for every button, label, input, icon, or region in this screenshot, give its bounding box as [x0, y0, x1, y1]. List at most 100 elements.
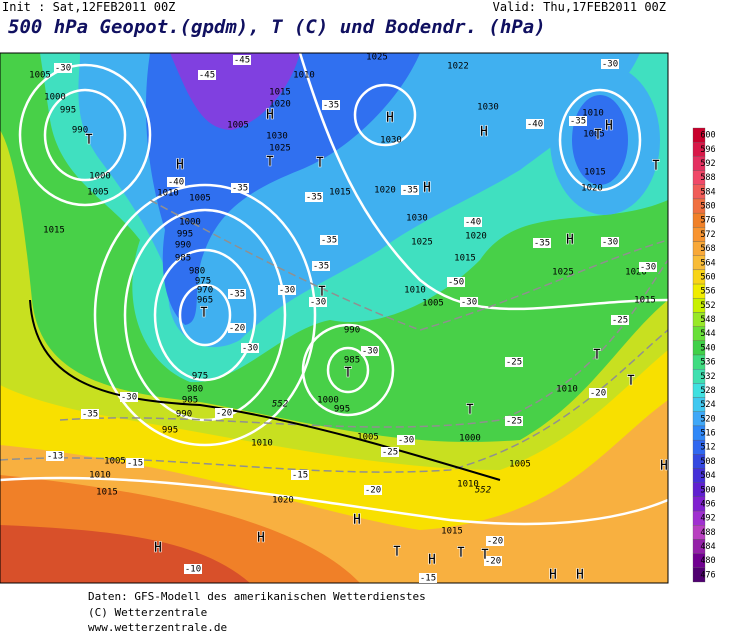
pressure-label: 990	[175, 241, 191, 251]
temperature-label: -30	[640, 263, 656, 273]
pressure-label: 1010	[457, 480, 479, 490]
temperature-box	[215, 408, 233, 418]
pressure-center: T	[200, 305, 208, 321]
temperature-label: -20	[216, 409, 232, 419]
colorbar-label: 568	[700, 244, 715, 254]
pressure-center: T	[318, 284, 326, 300]
temperature-box	[241, 343, 259, 353]
temperature-label: -25	[506, 417, 522, 427]
colorbar-label: 540	[700, 343, 715, 353]
pressure-label: 1005	[29, 71, 51, 81]
colorbar-label: 492	[700, 514, 715, 524]
colorbar-label: 576	[700, 216, 715, 226]
colorbar-swatch	[692, 567, 706, 583]
pressure-label: 1010	[251, 439, 273, 449]
temperature-label: -50	[448, 278, 464, 288]
temperature-label: -30	[242, 344, 258, 354]
pressure-label: 1025	[366, 53, 388, 63]
pressure-label: 980	[189, 267, 205, 277]
colorbar-label: 532	[700, 372, 715, 382]
pressure-label: 995	[177, 230, 193, 240]
temperature-label: -30	[121, 393, 137, 403]
temperature-label: -45	[199, 71, 215, 81]
pressure-label: 995	[162, 426, 178, 436]
colorbar-label: 544	[700, 329, 715, 339]
pressure-label: 985	[344, 356, 360, 366]
temperature-box	[312, 261, 330, 271]
temperature-label: -30	[279, 286, 295, 296]
temperature-box	[184, 564, 202, 574]
temperature-box	[233, 55, 251, 65]
temperature-box	[569, 116, 587, 126]
footer-copyright: (C) Wetterzentrale	[88, 606, 208, 619]
pressure-center: H	[549, 567, 557, 583]
colorbar-label: 592	[700, 159, 715, 169]
pressure-label: 1020	[465, 232, 487, 242]
height-label: 552	[475, 486, 491, 496]
temperature-box	[198, 70, 216, 80]
pressure-center: H	[353, 512, 361, 528]
temperature-label: -35	[313, 262, 329, 272]
temperature-label: -40	[168, 178, 184, 188]
colorbar-label: 488	[700, 528, 715, 538]
temperature-label: -30	[602, 238, 618, 248]
isobars	[0, 53, 668, 526]
temperature-box	[364, 485, 382, 495]
temperature-box	[505, 416, 523, 426]
temperature-box	[401, 185, 419, 195]
pressure-label: 1015	[96, 488, 118, 498]
map-title: 500 hPa Geopot.(gpdm), T (C) und Bodendr…	[8, 16, 546, 38]
colorbar-label: 536	[700, 358, 715, 368]
pressure-center: T	[316, 155, 324, 171]
colorbar-label: 508	[700, 457, 715, 467]
height-label: 552	[272, 400, 288, 410]
pressure-label: 1000	[317, 396, 339, 406]
pressure-label: 1005	[104, 457, 126, 467]
pressure-label: 1025	[552, 268, 574, 278]
colorbar-label: 584	[700, 187, 715, 197]
pressure-label: 1010	[582, 109, 604, 119]
pressure-label: 1020	[374, 186, 396, 196]
temperature-box	[167, 177, 185, 187]
pressure-center: T	[393, 544, 401, 560]
pressure-label: 1015	[441, 527, 463, 537]
pressure-label: 1005	[583, 130, 605, 140]
pressure-label: 985	[182, 396, 198, 406]
colorbar-label: 596	[700, 145, 715, 155]
temperature-label: -30	[310, 298, 326, 308]
pressure-label: 1020	[272, 496, 294, 506]
temperature-label: -35	[229, 290, 245, 300]
temperature-label: -35	[323, 101, 339, 111]
temperature-box	[639, 262, 657, 272]
pressure-label: 1000	[179, 218, 201, 228]
temperature-box	[419, 573, 437, 583]
pressure-center: T	[457, 545, 465, 561]
temperature-box	[611, 315, 629, 325]
temperature-box	[309, 297, 327, 307]
pressure-label: 1005	[87, 188, 109, 198]
pressure-center: H	[266, 107, 274, 123]
temperature-label: -20	[590, 389, 606, 399]
colorbar-label: 552	[700, 301, 715, 311]
pressure-label: 995	[334, 405, 350, 415]
pressure-label: 990	[72, 126, 88, 136]
temperature-label: -13	[47, 452, 63, 462]
contour-552	[29, 299, 501, 481]
colorbar-label: 600	[700, 131, 715, 141]
pressure-center: H	[176, 157, 184, 173]
pressure-label: 1030	[266, 132, 288, 142]
temperature-label: -40	[465, 218, 481, 228]
temperature-label: -35	[534, 239, 550, 249]
pressure-label: 1020	[269, 100, 291, 110]
pressure-label: 965	[197, 296, 213, 306]
temperature-label: -35	[82, 410, 98, 420]
pressure-label: 1015	[634, 296, 656, 306]
pressure-center: H	[566, 232, 574, 248]
temperature-label: -20	[365, 486, 381, 496]
pressure-label: 1030	[380, 136, 402, 146]
pressure-label: 995	[60, 106, 76, 116]
colorbar-label: 496	[700, 499, 715, 509]
pressure-label: 1015	[269, 88, 291, 98]
